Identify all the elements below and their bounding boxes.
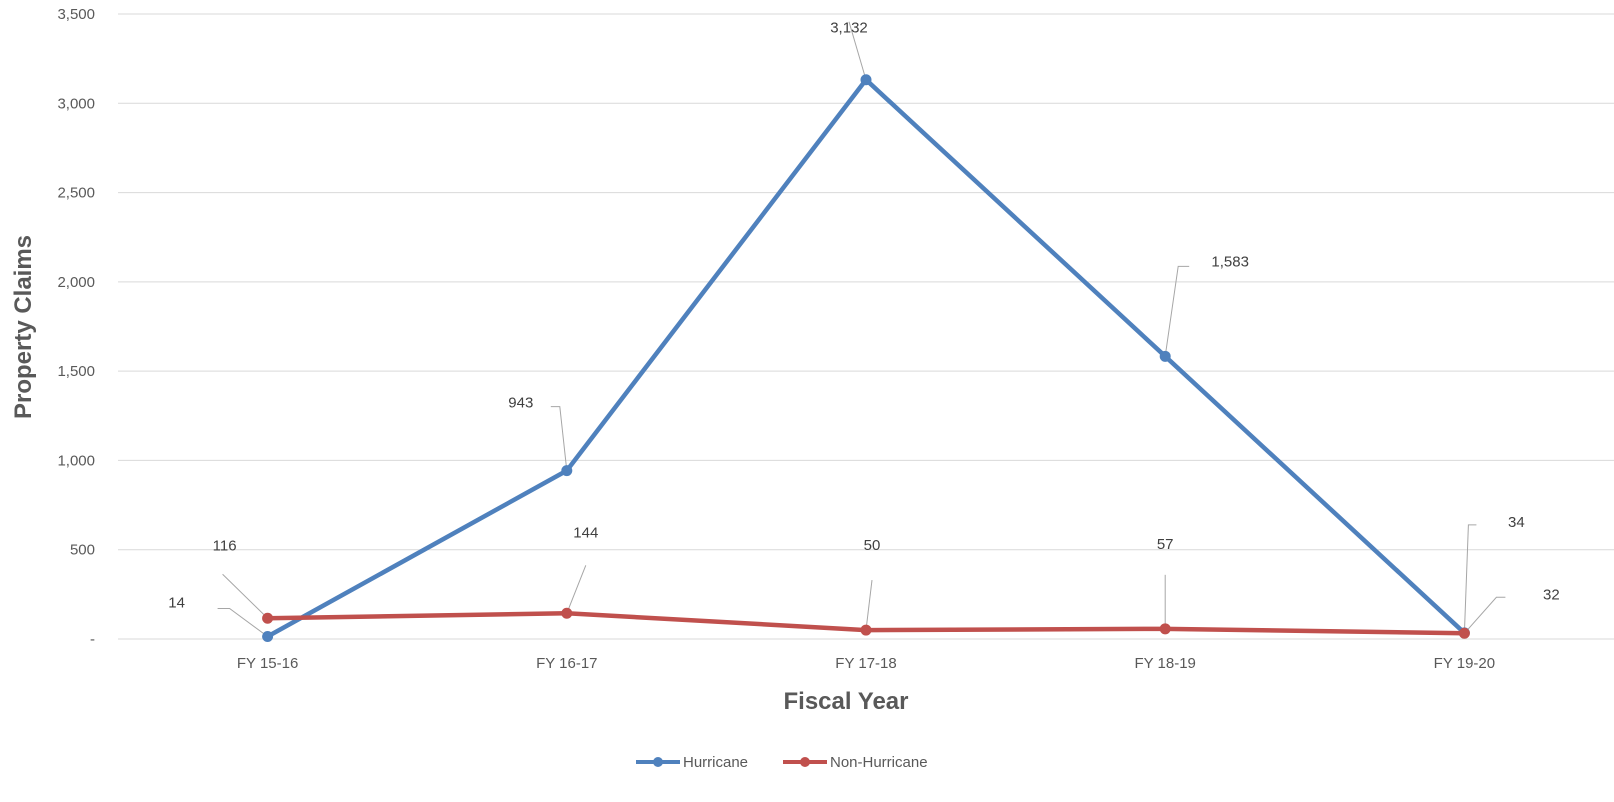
data-label-leaders <box>217 21 1506 637</box>
data-label-leader <box>1464 596 1506 634</box>
y-tick-label: 500 <box>70 542 95 559</box>
data-point <box>1458 627 1470 639</box>
data-label: 1,583 <box>1211 253 1249 270</box>
data-label: 943 <box>508 395 533 412</box>
y-axis-title: Property Claims <box>10 235 37 419</box>
data-label: 32 <box>1543 586 1560 603</box>
data-point <box>1159 350 1171 362</box>
x-tick-label: FY 18-19 <box>1134 655 1195 672</box>
data-label: 3,132 <box>830 20 868 37</box>
y-tick-label: 3,000 <box>57 95 95 112</box>
legend-item: Non-Hurricane <box>783 754 928 771</box>
y-tick-label: 1,000 <box>57 452 95 469</box>
y-tick-label: - <box>90 631 95 648</box>
x-tick-label: FY 19-20 <box>1434 655 1495 672</box>
legend-item: Hurricane <box>636 754 748 771</box>
data-label: 50 <box>864 537 881 554</box>
data-label-leader <box>1463 524 1477 633</box>
data-label: 116 <box>213 537 237 554</box>
data-label-leader <box>217 608 268 637</box>
series-lines <box>262 74 1470 642</box>
x-tick-label: FY 16-17 <box>536 655 597 672</box>
data-point <box>1159 623 1171 635</box>
data-label-leader <box>848 21 867 80</box>
x-axis-ticks: FY 15-16 FY 16-17 FY 17-18 FY 18-19 FY 19-20 <box>237 655 1495 672</box>
data-label-leader <box>865 580 873 631</box>
data-labels: 14 943 3,132 1,583 34 116 144 50 57 32 <box>168 20 1559 612</box>
legend: Hurricane Non-Hurricane <box>636 754 928 771</box>
legend-label: Hurricane <box>683 754 748 771</box>
data-point <box>561 607 573 619</box>
x-tick-label: FY 15-16 <box>237 655 298 672</box>
legend-marker-swatch <box>800 757 810 767</box>
data-point <box>860 74 872 86</box>
data-label: 14 <box>168 595 185 612</box>
legend-label: Non-Hurricane <box>830 754 928 771</box>
data-label: 34 <box>1508 514 1525 531</box>
y-tick-label: 3,500 <box>57 6 95 23</box>
y-tick-label: 2,000 <box>57 274 95 291</box>
data-point <box>262 631 274 642</box>
data-label-leader <box>1164 265 1190 357</box>
data-label: 144 <box>573 524 598 541</box>
gridlines <box>118 13 1614 640</box>
y-tick-label: 2,500 <box>57 185 95 202</box>
data-label-leader <box>222 573 268 619</box>
y-axis-ticks: - 500 1,000 1,500 2,000 2,500 3,000 3,500 <box>57 6 95 648</box>
data-label: 57 <box>1157 536 1174 553</box>
data-label-leader <box>550 406 568 471</box>
data-point <box>262 612 274 624</box>
legend-marker-swatch <box>653 757 663 767</box>
data-label-leader <box>566 565 587 614</box>
y-tick-label: 1,500 <box>57 363 95 380</box>
data-point <box>860 624 872 636</box>
x-axis-title: Fiscal Year <box>784 688 909 715</box>
x-tick-label: FY 17-18 <box>835 655 896 672</box>
data-point <box>561 465 573 477</box>
